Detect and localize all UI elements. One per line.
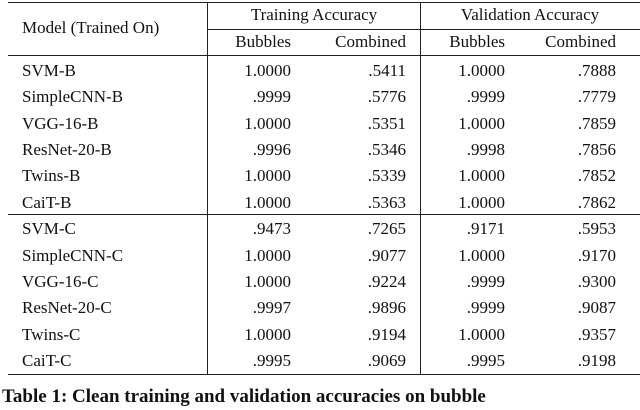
accuracy: 1.0000 [244, 166, 291, 186]
model-name: VGG-16-C [22, 271, 99, 291]
column-header: Bubbles [235, 32, 291, 51]
accuracy: .9224 [367, 271, 406, 291]
accuracy: 1.0000 [244, 271, 291, 291]
model-name: Twins-B [22, 166, 81, 186]
accuracy: .5346 [367, 139, 406, 159]
rule-section [8, 214, 640, 215]
accuracy: 1.0000 [244, 61, 291, 80]
accuracy: .9198 [577, 350, 616, 370]
rule-bottom [8, 374, 640, 375]
model-name: ResNet-20-C [22, 298, 112, 318]
column-header: Combined [545, 32, 616, 51]
accuracy: .9998 [466, 139, 505, 159]
column-header: Combined [335, 32, 406, 51]
accuracy: 1.0000 [458, 192, 505, 212]
accuracy: 1.0000 [244, 324, 291, 344]
header-model: Model (Trained On) [22, 18, 160, 37]
accuracy: .9300 [577, 271, 616, 291]
model-name: SimpleCNN-B [22, 87, 124, 107]
accuracy: 1.0000 [458, 61, 505, 80]
accuracy: .9087 [577, 298, 616, 318]
accuracy: .9896 [367, 298, 406, 318]
accuracy: .7856 [577, 139, 616, 159]
accuracy: .7265 [367, 219, 406, 239]
accuracy: .5953 [577, 219, 616, 239]
accuracy: 1.0000 [458, 113, 505, 133]
accuracy: .9194 [367, 324, 406, 344]
accuracy: .5363 [367, 192, 406, 212]
accuracy: .9995 [466, 350, 505, 370]
accuracy: .7852 [577, 166, 616, 186]
accuracy: .9473 [252, 219, 291, 239]
caption: Table 1: Clean training and validation a… [2, 386, 486, 407]
accuracy: .9357 [577, 324, 616, 344]
model-name: CaiT-C [22, 350, 72, 370]
accuracy: .9999 [466, 87, 505, 107]
accuracy: .7859 [577, 113, 616, 133]
accuracy: .9069 [367, 350, 406, 370]
accuracy: 1.0000 [458, 245, 505, 265]
group-header: Validation Accuracy [460, 5, 600, 24]
accuracy: .9999 [252, 87, 291, 107]
model-name: SimpleCNN-C [22, 245, 124, 265]
accuracy: 1.0000 [458, 166, 505, 186]
accuracy: .9997 [252, 298, 291, 318]
group-header: Training Accuracy [250, 5, 378, 24]
accuracy: 1.0000 [244, 245, 291, 265]
accuracy: .7888 [577, 61, 616, 80]
accuracy: .9996 [252, 139, 291, 159]
model-name: SVM-C [22, 219, 76, 239]
model-name: VGG-16-B [22, 113, 99, 133]
accuracy: .9995 [252, 350, 291, 370]
column-header: Bubbles [449, 32, 505, 51]
accuracy: 1.0000 [244, 113, 291, 133]
accuracy: .9077 [367, 245, 406, 265]
accuracy: .5339 [367, 166, 406, 186]
rule-group [207, 29, 640, 30]
accuracy: 1.0000 [244, 192, 291, 212]
accuracy: .9999 [466, 298, 505, 318]
accuracy: .9171 [466, 219, 505, 239]
model-name: ResNet-20-B [22, 139, 112, 159]
accuracy: .5411 [368, 61, 406, 80]
rule-header [8, 55, 640, 56]
accuracy: 1.0000 [458, 324, 505, 344]
accuracy: .9170 [577, 245, 616, 265]
accuracy: .5776 [367, 87, 406, 107]
rule-col [420, 2, 421, 374]
accuracy: .7779 [577, 87, 616, 107]
accuracy: .5351 [367, 113, 406, 133]
rule-col [207, 2, 208, 374]
rule-top [8, 2, 640, 3]
model-name: Twins-C [22, 324, 81, 344]
model-name: SVM-B [22, 61, 76, 80]
model-name: CaiT-B [22, 192, 72, 212]
accuracy: .7862 [577, 192, 616, 212]
accuracy: .9999 [466, 271, 505, 291]
